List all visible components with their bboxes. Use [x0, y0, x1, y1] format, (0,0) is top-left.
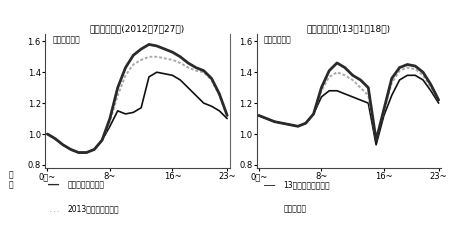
Text: 冬のピーク日(13年1月18日): 冬のピーク日(13年1月18日) — [307, 24, 391, 34]
Text: ―: ― — [49, 180, 59, 190]
Text: 13年度末の認定設備: 13年度末の認定設備 — [284, 180, 330, 189]
Text: 時
刻: 時 刻 — [9, 170, 14, 190]
Text: ―: ― — [265, 180, 275, 190]
Text: 億キロワット: 億キロワット — [264, 35, 292, 44]
Text: 2013年度末の導入量: 2013年度末の導入量 — [68, 204, 119, 213]
Text: 億キロワット: 億キロワット — [52, 35, 80, 44]
Text: が全て稼働: が全て稼働 — [284, 204, 306, 213]
Text: 太陽光発電未導入: 太陽光発電未導入 — [68, 180, 104, 189]
Text: 夏のピーク日(2012年7月27日): 夏のピーク日(2012年7月27日) — [90, 24, 185, 34]
Text: …: … — [49, 204, 59, 214]
